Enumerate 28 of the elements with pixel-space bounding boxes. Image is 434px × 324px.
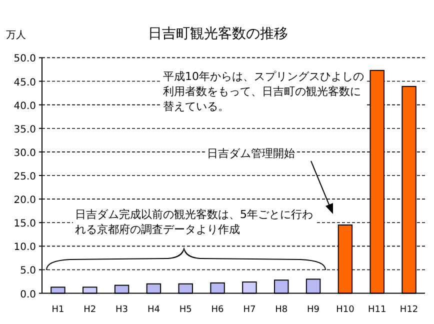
x-tick-label: H2: [84, 305, 96, 315]
y-tick-label: 0.0: [20, 289, 36, 300]
y-tick-label: 15.0: [14, 218, 36, 230]
y-axis-title: 万人: [6, 30, 26, 41]
y-tick-label: 5.0: [20, 266, 36, 277]
x-tick-label: H11: [368, 305, 386, 315]
x-tick-label: H6: [211, 305, 224, 315]
x-tick-label: H1: [52, 305, 64, 315]
x-tick-label: H5: [179, 305, 192, 315]
annotation: 日吉ダム管理開始: [207, 147, 295, 160]
x-tick-label: H3: [116, 305, 128, 315]
annotation: 日吉ダム完成以前の観光客数は、5年ごとに行われる京都府の調査データより作成: [75, 208, 313, 236]
y-tick-label: 40.0: [14, 100, 36, 112]
y-tick-label: 50.0: [14, 54, 36, 65]
y-tick-label: 45.0: [14, 77, 36, 88]
y-tick-label: 20.0: [14, 195, 36, 206]
x-tick-label: H4: [147, 305, 160, 315]
x-tick-label: H10: [336, 305, 355, 315]
chart-title: 日吉町観光客数の推移: [148, 26, 288, 42]
x-tick-label: H9: [307, 305, 320, 315]
y-tick-label: 10.0: [14, 242, 36, 254]
y-tick-label: 25.0: [14, 172, 36, 182]
y-tick-label: 30.0: [14, 148, 36, 159]
x-tick-label: H7: [243, 305, 256, 315]
x-tick-label: H8: [275, 305, 288, 315]
annotation: 平成10年からは、スプリングスひよしの利用者数をもって、日吉町の観光客数に替えている。: [163, 70, 364, 113]
y-tick-label: 35.0: [14, 124, 36, 136]
x-tick-label: H12: [400, 305, 418, 315]
